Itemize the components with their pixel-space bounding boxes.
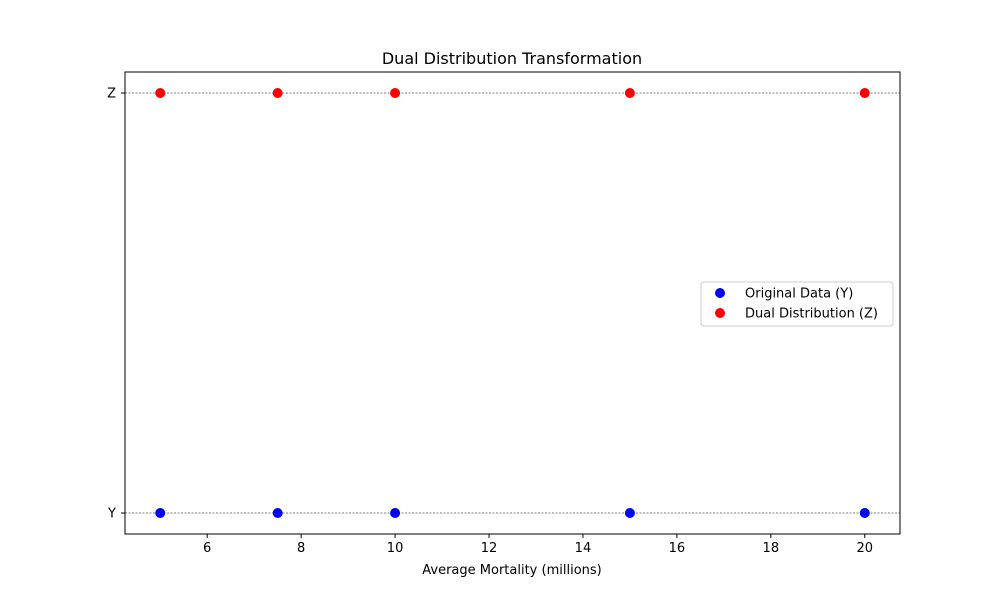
data-points <box>155 88 870 518</box>
chart-title: Dual Distribution Transformation <box>382 49 642 68</box>
x-axis-ticks: 6 8 10 12 14 16 18 20 <box>203 534 873 556</box>
legend-box <box>700 281 894 327</box>
legend-label-original: Original Data (Y) <box>745 287 853 302</box>
data-point-z <box>155 88 166 98</box>
legend-marker-original <box>715 288 725 298</box>
x-tick-label: 10 <box>387 541 404 556</box>
data-point-z <box>624 88 635 98</box>
legend: Original Data (Y) Dual Distribution (Z) <box>700 281 894 327</box>
x-tick-label: 14 <box>575 541 592 556</box>
data-point-y <box>859 508 870 518</box>
x-tick-label: 8 <box>297 541 305 556</box>
data-point-y <box>624 508 635 518</box>
data-point-z <box>272 88 283 98</box>
x-tick-label: 20 <box>856 541 873 556</box>
x-tick-label: 12 <box>481 541 498 556</box>
data-point-y <box>155 508 166 518</box>
y-tick-label: Y <box>107 507 116 522</box>
y-tick-label: Z <box>107 87 116 102</box>
x-tick-label: 6 <box>203 541 211 556</box>
plot-area-frame <box>124 71 901 535</box>
x-axis-label: Average Mortality (millions) <box>422 563 601 578</box>
reference-lines <box>125 92 900 514</box>
legend-marker-dual <box>715 308 725 318</box>
x-tick-label: 18 <box>763 541 780 556</box>
x-tick-label: 16 <box>669 541 686 556</box>
legend-label-dual: Dual Distribution (Z) <box>745 307 878 322</box>
data-point-z <box>390 88 401 98</box>
y-axis-ticks: YZ <box>107 87 125 522</box>
data-point-y <box>272 508 283 518</box>
data-point-z <box>859 88 870 98</box>
data-point-y <box>390 508 401 518</box>
